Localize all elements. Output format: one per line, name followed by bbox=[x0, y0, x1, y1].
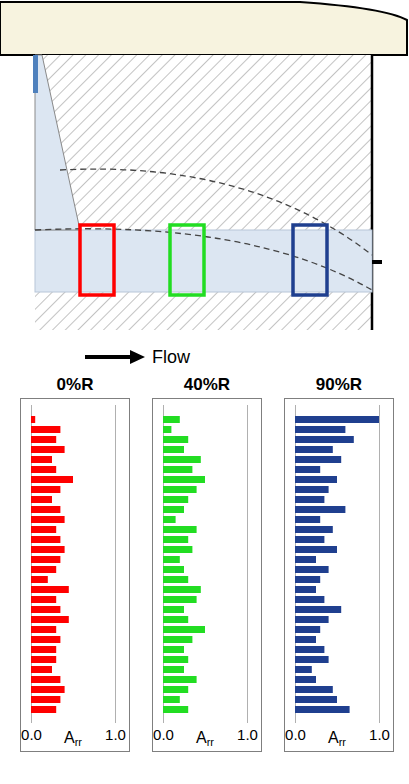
svg-text:1.0: 1.0 bbox=[105, 726, 126, 743]
svg-text:Arr: Arr bbox=[196, 729, 214, 748]
svg-text:1.0: 1.0 bbox=[369, 726, 390, 743]
svg-text:0.0: 0.0 bbox=[285, 726, 306, 743]
html-text:0%R: 0%R bbox=[56, 375, 94, 394]
svg-text:0.0: 0.0 bbox=[21, 726, 42, 743]
svg-text:Arr: Arr bbox=[328, 729, 346, 748]
svg-text:Flow: Flow bbox=[152, 347, 191, 367]
svg-text:1.0: 1.0 bbox=[237, 726, 258, 743]
svg-text:0.0: 0.0 bbox=[153, 726, 174, 743]
html-text:90%R: 90%R bbox=[315, 375, 363, 394]
html-text:40%R: 40%R bbox=[183, 375, 231, 394]
svg-text:Arr: Arr bbox=[64, 729, 82, 748]
